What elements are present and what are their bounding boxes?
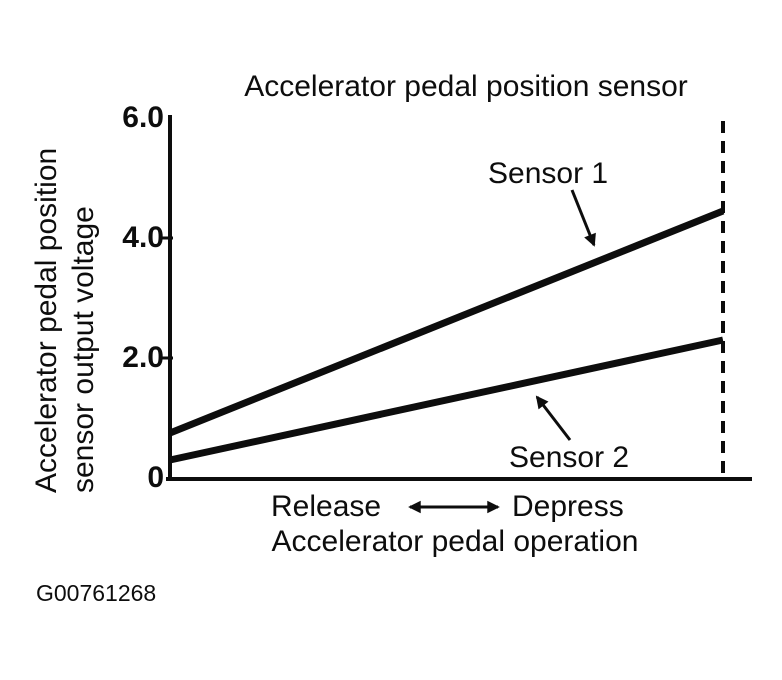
y-axis-label-line2: sensor output voltage <box>67 206 100 493</box>
sensor1-line <box>168 207 725 437</box>
sensor1-label: Sensor 1 <box>488 157 609 190</box>
y-tick-label-0: 0 <box>147 461 164 494</box>
x-axis-label: Accelerator pedal operation <box>271 525 639 558</box>
y-tick-label-6: 6.0 <box>122 101 164 134</box>
y-tick-label-4: 4.0 <box>122 221 164 254</box>
release-label: Release <box>271 490 382 523</box>
sensor2-line <box>169 336 724 464</box>
y-tick-label-2: 2.0 <box>122 341 164 374</box>
chart-title: Accelerator pedal position sensor <box>244 70 688 103</box>
y-axis-label-line1: Accelerator pedal position <box>30 147 63 493</box>
figure-id: G00761268 <box>36 580 157 606</box>
depress-label: Depress <box>512 490 624 523</box>
y-axis-label: Accelerator pedal position sensor output… <box>28 148 102 493</box>
sensor2-pointer-arrow <box>535 395 572 441</box>
sensor2-label: Sensor 2 <box>509 441 630 474</box>
sensor1-pointer-arrow <box>570 189 596 247</box>
